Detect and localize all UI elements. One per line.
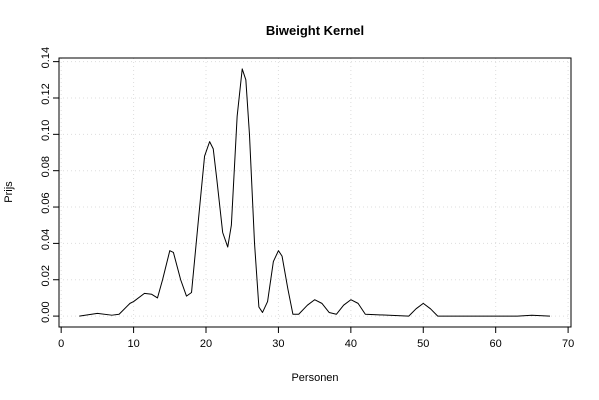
x-tick-label: 20 xyxy=(200,338,212,350)
x-tick-label: 60 xyxy=(490,338,502,350)
x-axis-label: Personen xyxy=(291,372,338,384)
y-tick-label: 0.02 xyxy=(40,265,52,286)
x-tick-label: 50 xyxy=(417,338,429,350)
y-tick-label: 0.08 xyxy=(40,156,52,177)
x-tick-label: 30 xyxy=(272,338,284,350)
y-tick-label: 0.10 xyxy=(40,120,52,141)
x-tick-label: 0 xyxy=(58,338,64,350)
x-tick-label: 10 xyxy=(127,338,139,350)
x-tick-label: 40 xyxy=(345,338,357,350)
y-tick-label: 0.12 xyxy=(40,83,52,104)
y-tick-label: 0.04 xyxy=(40,229,52,250)
y-tick-label: 0.00 xyxy=(40,301,52,322)
x-tick-label: 70 xyxy=(562,338,574,350)
chart-title: Biweight Kernel xyxy=(266,23,364,38)
y-tick-label: 0.14 xyxy=(40,47,52,68)
y-axis-label: Prijs xyxy=(3,181,15,203)
y-tick-label: 0.06 xyxy=(40,192,52,213)
plot-frame xyxy=(58,57,572,328)
line xyxy=(79,68,551,317)
